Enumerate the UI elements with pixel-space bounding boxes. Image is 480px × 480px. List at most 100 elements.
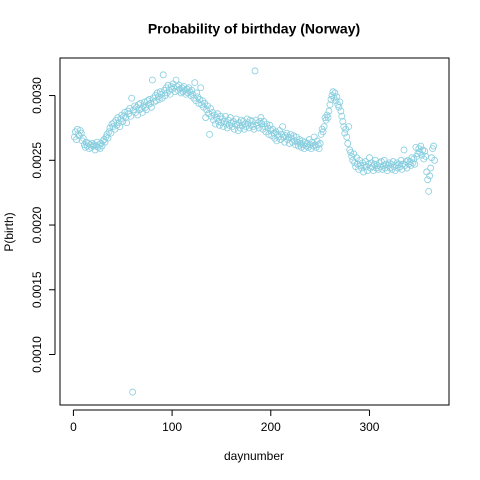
point	[74, 130, 82, 138]
point	[251, 67, 259, 75]
point	[263, 120, 271, 128]
point	[421, 147, 429, 155]
point	[341, 129, 349, 137]
point	[197, 84, 205, 92]
point	[207, 105, 214, 112]
point	[426, 172, 434, 180]
point	[327, 96, 335, 103]
point	[147, 103, 155, 111]
x-tick-label: 300	[359, 420, 379, 434]
point	[344, 140, 352, 147]
point	[193, 89, 201, 97]
point	[336, 98, 344, 106]
point	[265, 130, 273, 138]
point	[382, 160, 390, 168]
point	[159, 71, 167, 79]
point	[283, 129, 290, 137]
point	[191, 79, 199, 87]
point	[324, 114, 332, 121]
point	[129, 388, 137, 396]
point	[378, 165, 386, 173]
point	[417, 142, 425, 150]
point	[347, 149, 355, 156]
point	[104, 134, 112, 142]
point	[320, 123, 328, 131]
point	[128, 94, 136, 102]
point	[291, 137, 298, 145]
point	[394, 164, 402, 172]
point	[430, 142, 438, 150]
point	[206, 130, 214, 138]
point	[222, 120, 230, 128]
point	[208, 112, 215, 120]
point	[329, 88, 337, 96]
point	[273, 137, 281, 145]
point	[279, 123, 287, 131]
point	[431, 156, 438, 164]
point	[131, 102, 139, 110]
x-axis-label: daynumber	[224, 449, 284, 463]
point	[238, 121, 246, 129]
point	[303, 140, 311, 147]
point	[172, 76, 180, 84]
point	[148, 76, 156, 84]
point	[123, 119, 131, 127]
point	[325, 107, 333, 115]
point	[105, 128, 113, 136]
point	[95, 141, 103, 149]
point	[397, 156, 405, 164]
point	[315, 145, 323, 153]
point	[339, 118, 347, 125]
point	[218, 119, 225, 127]
point	[414, 150, 422, 158]
point	[231, 120, 239, 128]
point	[319, 128, 327, 136]
point	[287, 130, 294, 138]
point	[106, 124, 114, 132]
point	[314, 141, 322, 149]
point	[153, 89, 161, 97]
y-tick-label: 0.0030	[30, 77, 44, 114]
point	[73, 125, 81, 133]
point	[370, 160, 378, 168]
point	[115, 119, 123, 127]
point	[121, 108, 129, 116]
point	[107, 129, 115, 137]
point	[385, 159, 393, 167]
y-axis-label: P(birth)	[2, 212, 16, 251]
point	[345, 123, 353, 131]
point	[332, 97, 340, 105]
point	[290, 132, 297, 140]
point	[333, 93, 341, 101]
point	[227, 119, 235, 127]
point	[331, 89, 339, 97]
point	[354, 160, 362, 168]
point	[361, 162, 368, 169]
point	[326, 101, 334, 109]
point	[203, 106, 211, 114]
y-tick-label: 0.0015	[30, 271, 44, 308]
point	[409, 159, 417, 167]
point	[316, 140, 324, 147]
point	[338, 112, 346, 120]
x-tick-label: 100	[162, 420, 182, 434]
point	[425, 187, 433, 195]
point	[295, 136, 303, 143]
plot-box	[59, 57, 450, 406]
point	[419, 146, 427, 154]
x-tick-label: 0	[70, 420, 77, 434]
point	[408, 154, 416, 162]
point	[337, 107, 345, 115]
point	[360, 168, 367, 176]
point	[116, 123, 124, 131]
point	[400, 146, 408, 154]
point	[427, 164, 435, 172]
point	[146, 99, 154, 107]
point	[343, 133, 351, 141]
point	[412, 143, 420, 151]
point	[127, 112, 135, 120]
x-tick-label: 200	[261, 420, 281, 434]
point	[152, 97, 160, 105]
point	[411, 160, 419, 168]
